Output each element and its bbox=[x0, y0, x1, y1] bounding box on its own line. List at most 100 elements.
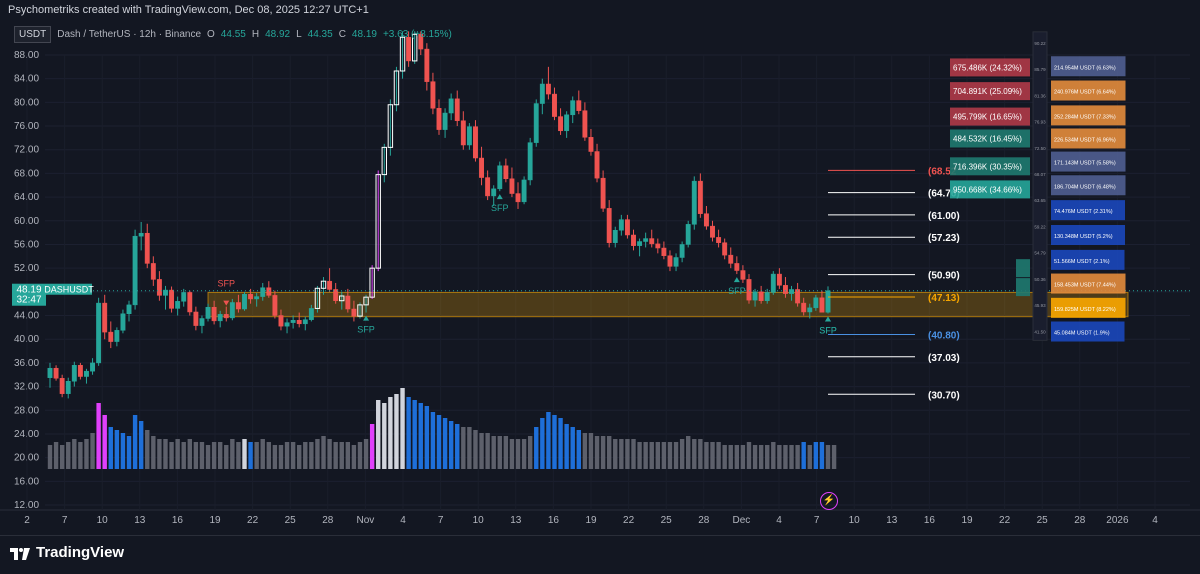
candle-body[interactable] bbox=[582, 110, 588, 138]
candle-body[interactable] bbox=[248, 293, 254, 300]
candle-body[interactable] bbox=[393, 70, 400, 106]
candle-body[interactable] bbox=[752, 291, 758, 301]
candle-body[interactable] bbox=[96, 302, 102, 364]
candle-body[interactable] bbox=[776, 273, 782, 286]
candle-body[interactable] bbox=[722, 242, 728, 256]
candle-body[interactable] bbox=[357, 304, 363, 317]
candle-body[interactable] bbox=[217, 314, 223, 322]
candle-body[interactable] bbox=[278, 315, 284, 327]
candle-body[interactable] bbox=[260, 287, 266, 297]
tradingview-logo[interactable]: TradingView bbox=[10, 544, 124, 561]
candle-body[interactable] bbox=[473, 126, 478, 159]
candle-body[interactable] bbox=[691, 180, 697, 225]
candle-body[interactable] bbox=[801, 302, 807, 313]
candle-body[interactable] bbox=[758, 291, 764, 301]
candle-body[interactable] bbox=[533, 103, 539, 143]
candle-body[interactable] bbox=[102, 302, 108, 333]
candle-body[interactable] bbox=[308, 308, 314, 320]
candle-body[interactable] bbox=[296, 320, 302, 325]
candle-body[interactable] bbox=[411, 33, 418, 62]
candle-body[interactable] bbox=[479, 157, 484, 178]
candle-body[interactable] bbox=[594, 151, 600, 179]
candle-body[interactable] bbox=[351, 308, 357, 317]
candle-body[interactable] bbox=[643, 238, 649, 242]
candle-body[interactable] bbox=[716, 237, 722, 243]
candle-body[interactable] bbox=[539, 83, 545, 104]
candle-body[interactable] bbox=[637, 241, 643, 246]
candle-body[interactable] bbox=[144, 232, 150, 264]
candle-body[interactable] bbox=[491, 188, 497, 197]
candle-body[interactable] bbox=[205, 306, 211, 319]
candle-body[interactable] bbox=[764, 292, 770, 301]
candle-body[interactable] bbox=[254, 296, 260, 300]
candle-body[interactable] bbox=[47, 367, 53, 378]
candle-body[interactable] bbox=[503, 165, 509, 179]
candle-body[interactable] bbox=[442, 112, 448, 130]
lightning-icon[interactable]: ⚡ bbox=[820, 492, 838, 510]
candle-body[interactable] bbox=[84, 370, 89, 377]
candle-body[interactable] bbox=[466, 126, 472, 146]
candle-body[interactable] bbox=[399, 36, 406, 72]
candle-body[interactable] bbox=[527, 142, 533, 181]
candle-body[interactable] bbox=[132, 235, 138, 306]
candle-body[interactable] bbox=[223, 314, 229, 319]
candle-body[interactable] bbox=[424, 48, 430, 82]
candle-body[interactable] bbox=[169, 289, 175, 309]
candle-body[interactable] bbox=[138, 232, 144, 237]
candle-body[interactable] bbox=[150, 263, 156, 280]
candle-body[interactable] bbox=[320, 280, 327, 289]
candle-body[interactable] bbox=[430, 81, 436, 109]
candle-body[interactable] bbox=[813, 297, 819, 309]
candle-body[interactable] bbox=[193, 311, 199, 326]
candle-body[interactable] bbox=[266, 287, 272, 296]
candle-body[interactable] bbox=[199, 318, 205, 326]
candle-body[interactable] bbox=[703, 213, 709, 227]
candle-body[interactable] bbox=[697, 180, 703, 214]
candle-body[interactable] bbox=[515, 193, 521, 203]
candle-body[interactable] bbox=[600, 177, 606, 209]
candle-body[interactable] bbox=[375, 174, 381, 269]
candle-body[interactable] bbox=[460, 120, 466, 146]
candle-body[interactable] bbox=[710, 225, 715, 238]
candle-body[interactable] bbox=[564, 114, 570, 132]
candle-body[interactable] bbox=[163, 289, 168, 296]
candle-body[interactable] bbox=[588, 137, 594, 152]
candle-body[interactable] bbox=[77, 365, 83, 377]
candle-body[interactable] bbox=[387, 104, 394, 148]
candle-body[interactable] bbox=[120, 313, 126, 331]
candle-body[interactable] bbox=[485, 177, 491, 197]
candle-body[interactable] bbox=[381, 146, 387, 176]
candle-body[interactable] bbox=[789, 289, 794, 294]
candle-body[interactable] bbox=[436, 108, 442, 130]
candle-body[interactable] bbox=[327, 280, 333, 290]
candle-body[interactable] bbox=[728, 254, 734, 264]
candle-body[interactable] bbox=[114, 330, 120, 342]
candle-body[interactable] bbox=[175, 301, 181, 309]
candle-body[interactable] bbox=[90, 362, 95, 372]
candle-body[interactable] bbox=[819, 297, 825, 313]
candle-body[interactable] bbox=[783, 285, 788, 294]
candle-body[interactable] bbox=[807, 307, 813, 313]
candle-body[interactable] bbox=[126, 304, 132, 314]
candle-body[interactable] bbox=[181, 292, 187, 302]
candle-body[interactable] bbox=[235, 302, 241, 310]
candle-body[interactable] bbox=[406, 36, 412, 62]
candle-body[interactable] bbox=[558, 116, 564, 132]
candle-body[interactable] bbox=[624, 219, 630, 236]
candle-body[interactable] bbox=[290, 320, 296, 323]
candle-body[interactable] bbox=[272, 295, 278, 316]
candle-body[interactable] bbox=[229, 302, 235, 319]
candle-body[interactable] bbox=[631, 234, 636, 246]
candle-body[interactable] bbox=[825, 290, 831, 313]
candle-body[interactable] bbox=[187, 292, 193, 313]
candle-body[interactable] bbox=[740, 270, 746, 280]
candle-body[interactable] bbox=[618, 219, 624, 231]
candle-body[interactable] bbox=[521, 179, 527, 203]
candle-body[interactable] bbox=[53, 367, 59, 379]
candle-body[interactable] bbox=[552, 93, 557, 117]
price-chart[interactable]: 88.0084.0080.0076.0072.0068.0064.0060.00… bbox=[0, 20, 1200, 535]
candle-body[interactable] bbox=[685, 224, 691, 245]
candle-body[interactable] bbox=[302, 319, 308, 325]
candle-body[interactable] bbox=[795, 289, 801, 304]
candle-body[interactable] bbox=[649, 238, 655, 245]
